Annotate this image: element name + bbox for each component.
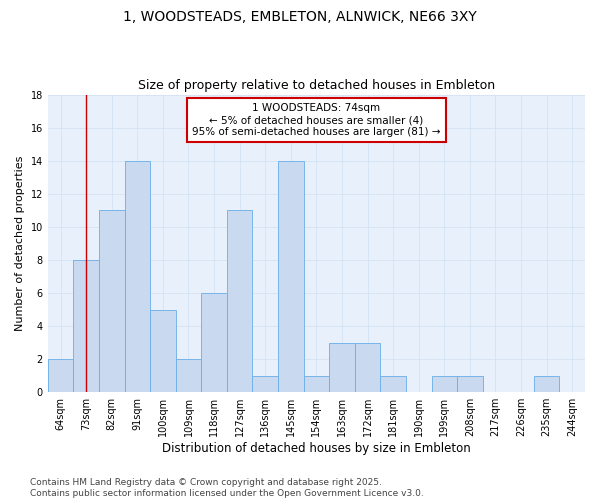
Bar	[201, 293, 227, 392]
Bar	[227, 210, 253, 392]
Bar	[380, 376, 406, 392]
Bar	[278, 160, 304, 392]
Y-axis label: Number of detached properties: Number of detached properties	[15, 156, 25, 331]
Bar	[99, 210, 125, 392]
Bar	[329, 342, 355, 392]
Bar	[457, 376, 482, 392]
Bar	[534, 376, 559, 392]
X-axis label: Distribution of detached houses by size in Embleton: Distribution of detached houses by size …	[162, 442, 471, 455]
Bar	[150, 310, 176, 392]
Bar	[431, 376, 457, 392]
Text: 1 WOODSTEADS: 74sqm
← 5% of detached houses are smaller (4)
95% of semi-detached: 1 WOODSTEADS: 74sqm ← 5% of detached hou…	[192, 104, 440, 136]
Text: 1, WOODSTEADS, EMBLETON, ALNWICK, NE66 3XY: 1, WOODSTEADS, EMBLETON, ALNWICK, NE66 3…	[123, 10, 477, 24]
Text: Contains HM Land Registry data © Crown copyright and database right 2025.
Contai: Contains HM Land Registry data © Crown c…	[30, 478, 424, 498]
Bar	[125, 160, 150, 392]
Bar	[304, 376, 329, 392]
Bar	[73, 260, 99, 392]
Bar	[48, 359, 73, 392]
Title: Size of property relative to detached houses in Embleton: Size of property relative to detached ho…	[138, 79, 495, 92]
Bar	[176, 359, 201, 392]
Bar	[253, 376, 278, 392]
Bar	[355, 342, 380, 392]
